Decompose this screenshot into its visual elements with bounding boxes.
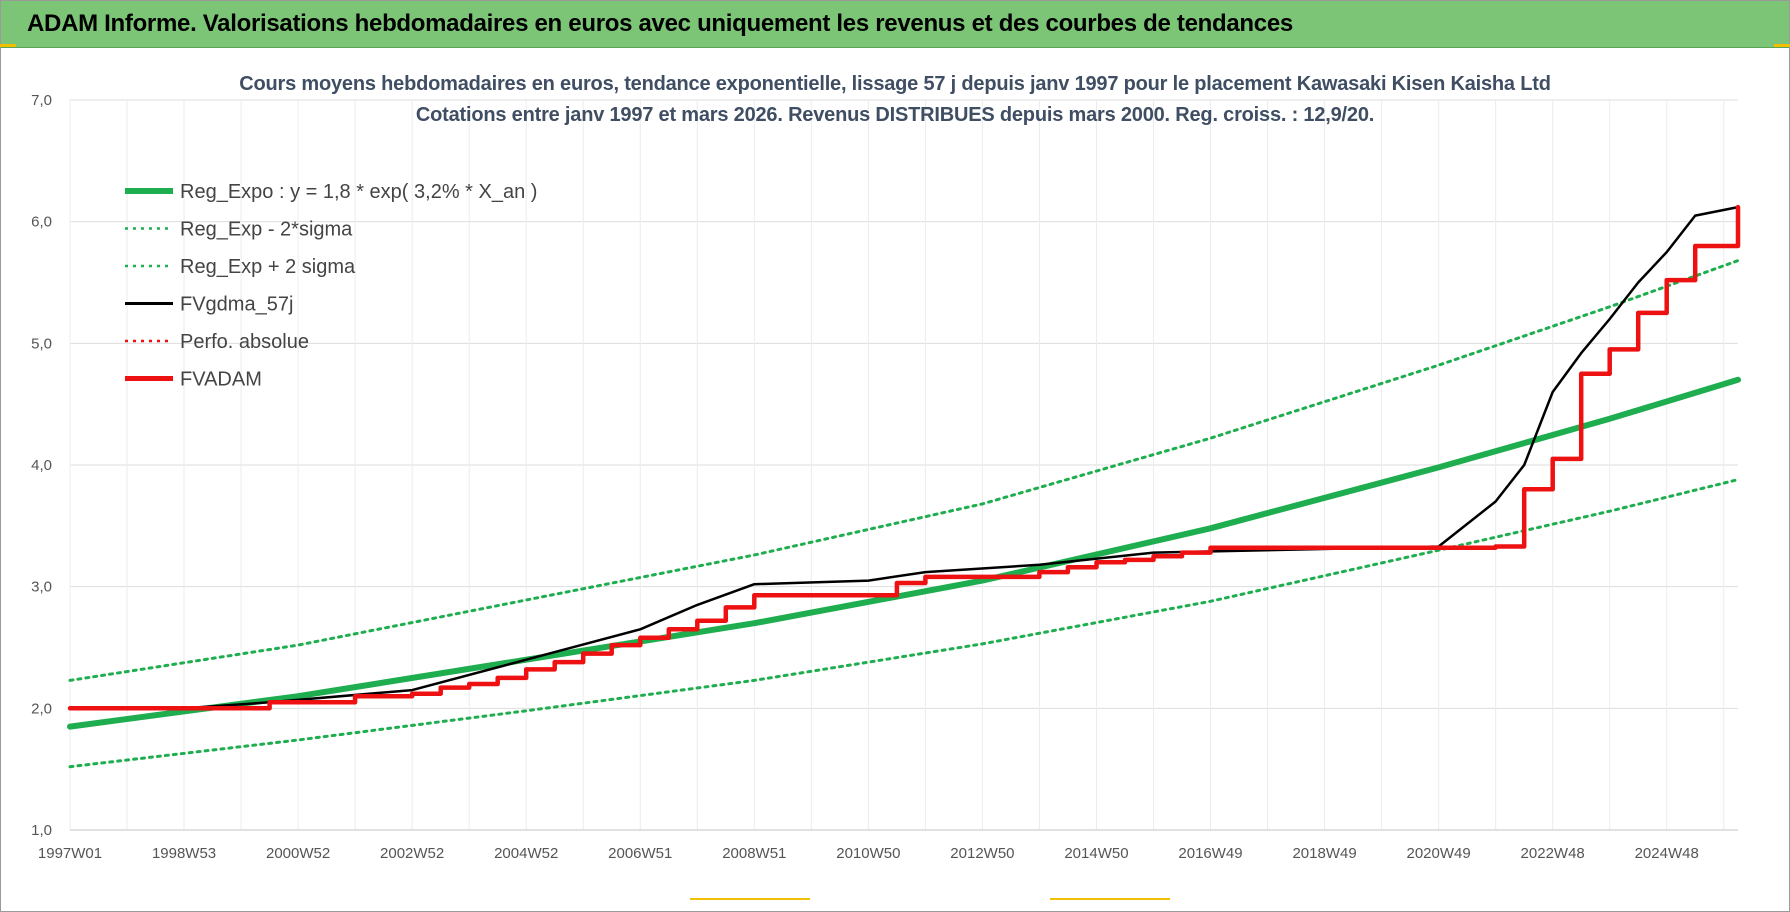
y-tick-label: 4,0 [31,457,52,474]
y-tick-label: 7,0 [31,92,52,109]
series-line-2 [68,259,1740,682]
x-tick-label: 2002W52 [380,845,444,862]
series-lines [67,204,1741,769]
x-tick-label: 1998W53 [152,845,216,862]
x-tick-label: 2006W51 [608,845,672,862]
x-tick-label: 2018W49 [1292,845,1356,862]
grid-lines [69,99,1738,831]
y-tick-label: 3,0 [31,579,52,596]
chart-title: Cours moyens hebdomadaires en euros, ten… [239,73,1551,95]
series-line-1 [68,478,1740,769]
banner-title: ADAM Informe. Valorisations hebdomadaire… [27,10,1293,37]
x-tick-label: 2016W49 [1178,845,1242,862]
x-tick-label: 2012W50 [950,845,1014,862]
chart-subtitle: Cotations entre janv 1997 et mars 2026. … [415,104,1375,126]
x-tick-label: 2000W52 [266,845,330,862]
corner-mark [1774,44,1790,47]
legend-label: Reg_Exp - 2*sigma [180,219,353,241]
x-tick-label: 2014W50 [1064,845,1128,862]
corner-mark [690,898,810,900]
legend-label: FVgdma_57j [180,294,293,316]
series-line-5 [67,204,1741,711]
x-tick-label: 2008W51 [722,845,786,862]
x-tick-label: 2024W48 [1635,845,1699,862]
series-line-0 [67,376,1741,730]
banner: ADAM Informe. Valorisations hebdomadaire… [1,1,1789,48]
corner-mark [0,44,16,47]
x-tick-label: 2020W49 [1407,845,1471,862]
x-tick-label: 2010W50 [836,845,900,862]
x-axis-ticks: 1997W01 1998W53 2000W52 2002W52 2004W52 2006W… [38,845,1699,862]
y-tick-label: 6,0 [31,214,52,231]
y-tick-label: 5,0 [31,335,52,352]
legend-label: Perfo. absolue [180,331,309,353]
legend-label: Reg_Exp + 2 sigma [180,256,356,278]
y-axis-ticks: 1,0 2,0 3,0 4,0 5,0 6,0 7,0 [31,92,52,839]
y-tick-label: 2,0 [31,700,52,717]
series-line-3 [68,205,1740,710]
legend: Reg_Expo : y = 1,8 * exp( 3,2% * X_an ) R… [125,181,537,391]
x-tick-label: 2022W48 [1521,845,1585,862]
legend-label: Reg_Expo : y = 1,8 * exp( 3,2% * X_an ) [180,181,537,203]
x-tick-label: 2004W52 [494,845,558,862]
y-tick-label: 1,0 [31,822,52,839]
x-tick-label: 1997W01 [38,845,102,862]
legend-label: FVADAM [180,369,262,391]
corner-mark [1050,898,1170,900]
